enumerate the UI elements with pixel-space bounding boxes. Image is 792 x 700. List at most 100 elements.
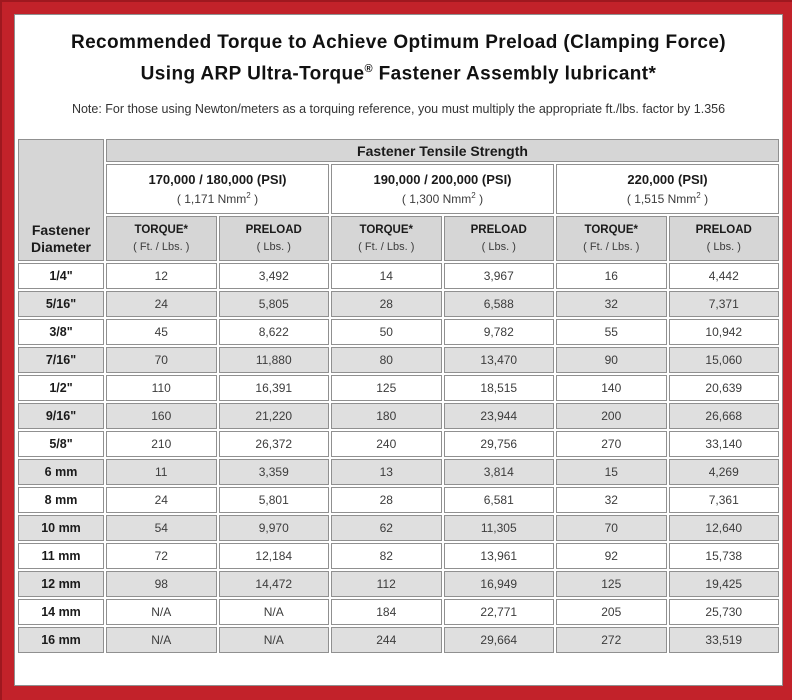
- value-cell: 62: [331, 515, 442, 541]
- torque-preload-table: Fastener Diameter Fastener Tensile Stren…: [16, 137, 781, 655]
- torque-column-header-2: TORQUE*( Ft. / Lbs. ): [331, 216, 442, 261]
- value-cell: 3,814: [443, 459, 554, 485]
- table-row: 8 mm 24 5,801 28 6,581 32 7,361: [18, 487, 779, 513]
- title-line2-post: Fastener Assembly lubricant*: [372, 63, 657, 85]
- value-cell: 3,359: [218, 459, 329, 485]
- value-cell: 9,970: [218, 515, 329, 541]
- value-cell: 55: [556, 319, 667, 345]
- value-cell: 45: [106, 319, 217, 345]
- table-row: 3/8" 45 8,622 50 9,782 55 10,942: [18, 319, 779, 345]
- value-cell: 23,944: [443, 403, 554, 429]
- value-cell: 16,949: [443, 571, 554, 597]
- value-cell: 82: [331, 543, 442, 569]
- value-cell: 5,801: [218, 487, 329, 513]
- diameter-cell: 7/16": [18, 347, 104, 373]
- value-cell: 12: [106, 263, 217, 289]
- value-cell: N/A: [218, 627, 329, 653]
- psi-label: 220,000 (PSI): [627, 172, 708, 187]
- table-row: 1/4" 12 3,492 14 3,967 16 4,442: [18, 263, 779, 289]
- registered-trademark-symbol: ®: [364, 63, 373, 75]
- value-cell: 18,515: [443, 375, 554, 401]
- diameter-cell: 3/8": [18, 319, 104, 345]
- psi-group-190-200: 190,000 / 200,000 (PSI) ( 1,300 Nmm2 ): [331, 164, 554, 214]
- value-cell: 13: [331, 459, 442, 485]
- value-cell: 112: [331, 571, 442, 597]
- value-cell: 15: [556, 459, 667, 485]
- diameter-cell: 9/16": [18, 403, 104, 429]
- value-cell: 22,771: [443, 599, 554, 625]
- value-cell: 16,391: [218, 375, 329, 401]
- value-cell: 29,664: [443, 627, 554, 653]
- value-cell: 3,492: [218, 263, 329, 289]
- value-cell: 21,220: [218, 403, 329, 429]
- nmm-label: ( 1,515 Nmm2 ): [626, 191, 709, 206]
- value-cell: 15,060: [668, 347, 779, 373]
- value-cell: 19,425: [668, 571, 779, 597]
- diameter-cell: 10 mm: [18, 515, 104, 541]
- psi-label: 170,000 / 180,000 (PSI): [148, 172, 287, 187]
- value-cell: 7,361: [668, 487, 779, 513]
- value-cell: 4,442: [668, 263, 779, 289]
- corner-header-fastener-diameter: Fastener Diameter: [18, 139, 104, 261]
- value-cell: 80: [331, 347, 442, 373]
- value-cell: 200: [556, 403, 667, 429]
- value-cell: 7,371: [668, 291, 779, 317]
- table-row: 12 mm 98 14,472 112 16,949 125 19,425: [18, 571, 779, 597]
- value-cell: 70: [106, 347, 217, 373]
- value-cell: 32: [556, 487, 667, 513]
- value-cell: 205: [556, 599, 667, 625]
- value-cell: 28: [331, 291, 442, 317]
- diameter-cell: 5/16": [18, 291, 104, 317]
- table-row: 11 mm 72 12,184 82 13,961 92 15,738: [18, 543, 779, 569]
- value-cell: 10,942: [668, 319, 779, 345]
- value-cell: N/A: [218, 599, 329, 625]
- value-cell: 70: [556, 515, 667, 541]
- preload-column-header-1: PRELOAD( Lbs. ): [218, 216, 329, 261]
- value-cell: 28: [331, 487, 442, 513]
- value-cell: 3,967: [443, 263, 554, 289]
- value-cell: 11,305: [443, 515, 554, 541]
- value-cell: 29,756: [443, 431, 554, 457]
- value-cell: 33,140: [668, 431, 779, 457]
- value-cell: 12,640: [668, 515, 779, 541]
- preload-column-header-2: PRELOAD( Lbs. ): [443, 216, 554, 261]
- value-cell: 54: [106, 515, 217, 541]
- diameter-cell: 11 mm: [18, 543, 104, 569]
- value-cell: 13,470: [443, 347, 554, 373]
- table-body: 1/4" 12 3,492 14 3,967 16 4,442 5/16" 24 5,805 28 6…: [18, 263, 779, 653]
- value-cell: 92: [556, 543, 667, 569]
- banner-row: Fastener Diameter Fastener Tensile Stren…: [18, 139, 779, 261]
- value-cell: 33,519: [668, 627, 779, 653]
- value-cell: 270: [556, 431, 667, 457]
- value-cell: 24: [106, 291, 217, 317]
- diameter-cell: 8 mm: [18, 487, 104, 513]
- table-row: 5/16" 24 5,805 28 6,588 32 7,371: [18, 291, 779, 317]
- value-cell: 14: [331, 263, 442, 289]
- value-cell: 9,782: [443, 319, 554, 345]
- page-title-line1: Recommended Torque to Achieve Optimum Pr…: [70, 32, 727, 53]
- subheader-row: TORQUE*( Ft. / Lbs. ) PRELOAD( Lbs. ) TO…: [18, 216, 779, 261]
- value-cell: 5,805: [218, 291, 329, 317]
- value-cell: 160: [106, 403, 217, 429]
- value-cell: 8,622: [218, 319, 329, 345]
- value-cell: 32: [556, 291, 667, 317]
- value-cell: 98: [106, 571, 217, 597]
- title-line2-pre: Using ARP Ultra-Torque: [140, 63, 365, 85]
- value-cell: N/A: [106, 599, 217, 625]
- value-cell: 11: [106, 459, 217, 485]
- diameter-cell: 1/2": [18, 375, 104, 401]
- psi-group-170-180: 170,000 / 180,000 (PSI) ( 1,171 Nmm2 ): [106, 164, 329, 214]
- value-cell: 6,581: [443, 487, 554, 513]
- value-cell: 25,730: [668, 599, 779, 625]
- value-cell: 272: [556, 627, 667, 653]
- page-title-line2: Using ARP Ultra-Torque® Fastener Assembl…: [15, 56, 782, 87]
- table-row: 7/16" 70 11,880 80 13,470 90 15,060: [18, 347, 779, 373]
- banner-fastener-tensile-strength: Fastener Tensile Strength: [106, 139, 779, 162]
- value-cell: 110: [106, 375, 217, 401]
- value-cell: 13,961: [443, 543, 554, 569]
- diameter-cell: 14 mm: [18, 599, 104, 625]
- table-row: 14 mm N/A N/A 184 22,771 205 25,730: [18, 599, 779, 625]
- nmm-label: ( 1,171 Nmm2 ): [176, 191, 259, 206]
- psi-label: 190,000 / 200,000 (PSI): [373, 172, 512, 187]
- value-cell: 140: [556, 375, 667, 401]
